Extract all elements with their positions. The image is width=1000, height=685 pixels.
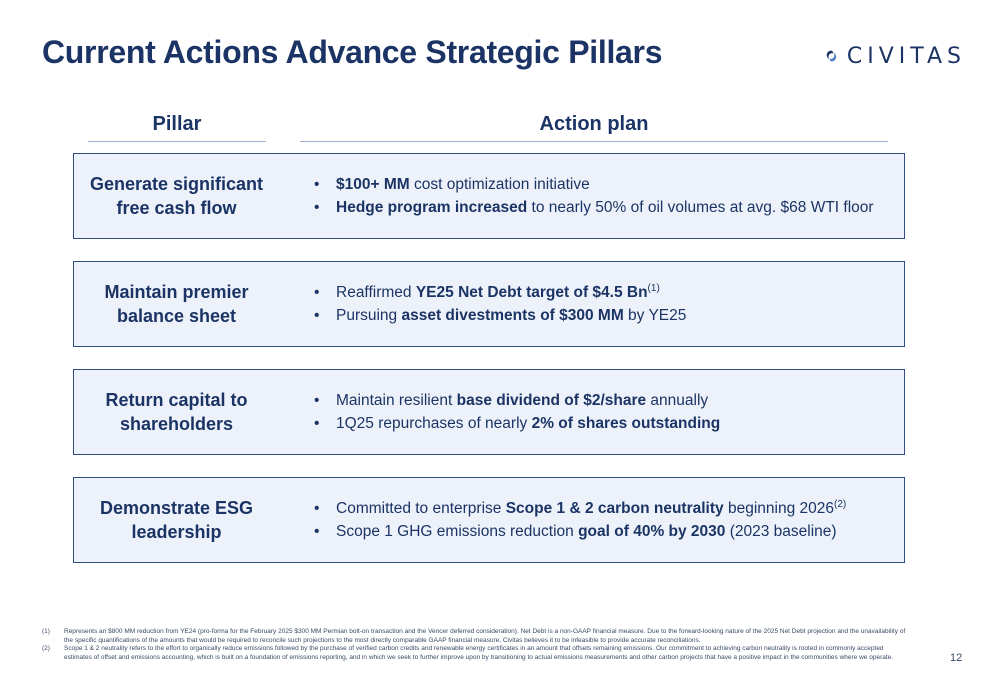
pillar-header-rule — [88, 141, 266, 142]
pillar-name: Maintain premier balance sheet — [104, 282, 249, 326]
action-list: $100+ MM cost optimization initiative He… — [314, 154, 894, 238]
action-item: $100+ MM cost optimization initiative — [314, 173, 894, 196]
logo-wordmark: CIVITAS — [846, 43, 966, 69]
action-item: Reaffirmed YE25 Net Debt target of $4.5 … — [314, 281, 894, 304]
page-number: 12 — [950, 652, 963, 664]
action-item: Maintain resilient base dividend of $2/s… — [314, 389, 894, 412]
action-list: Reaffirmed YE25 Net Debt target of $4.5 … — [314, 262, 894, 346]
footnote: (2) Scope 1 & 2 neutrality refers to the… — [42, 645, 894, 661]
action-plan-column-header: Action plan — [539, 113, 649, 135]
footnote: (1) Represents an $800 MM reduction from… — [42, 628, 906, 644]
action-item: Committed to enterprise Scope 1 & 2 carb… — [314, 497, 894, 520]
action-list: Maintain resilient base dividend of $2/s… — [314, 370, 894, 454]
pillar-name: Demonstrate ESG leadership — [99, 498, 254, 542]
company-logo: CIVITAS — [826, 38, 966, 74]
action-header-rule — [300, 141, 888, 142]
action-item: 1Q25 repurchases of nearly 2% of shares … — [314, 412, 894, 435]
pillar-name: Generate significant free cash flow — [89, 174, 264, 218]
pillar-name: Return capital to shareholders — [105, 390, 248, 434]
footnotes: (1) Represents an $800 MM reduction from… — [42, 628, 912, 662]
page-title: Current Actions Advance Strategic Pillar… — [42, 34, 663, 70]
action-item: Pursuing asset divestments of $300 MM by… — [314, 304, 894, 327]
action-item: Hedge program increased to nearly 50% of… — [314, 196, 894, 219]
action-item: Scope 1 GHG emissions reduction goal of … — [314, 520, 894, 543]
action-list: Committed to enterprise Scope 1 & 2 carb… — [314, 478, 894, 562]
pillar-column-header: Pillar — [152, 113, 202, 135]
civitas-logo-icon — [826, 50, 837, 62]
